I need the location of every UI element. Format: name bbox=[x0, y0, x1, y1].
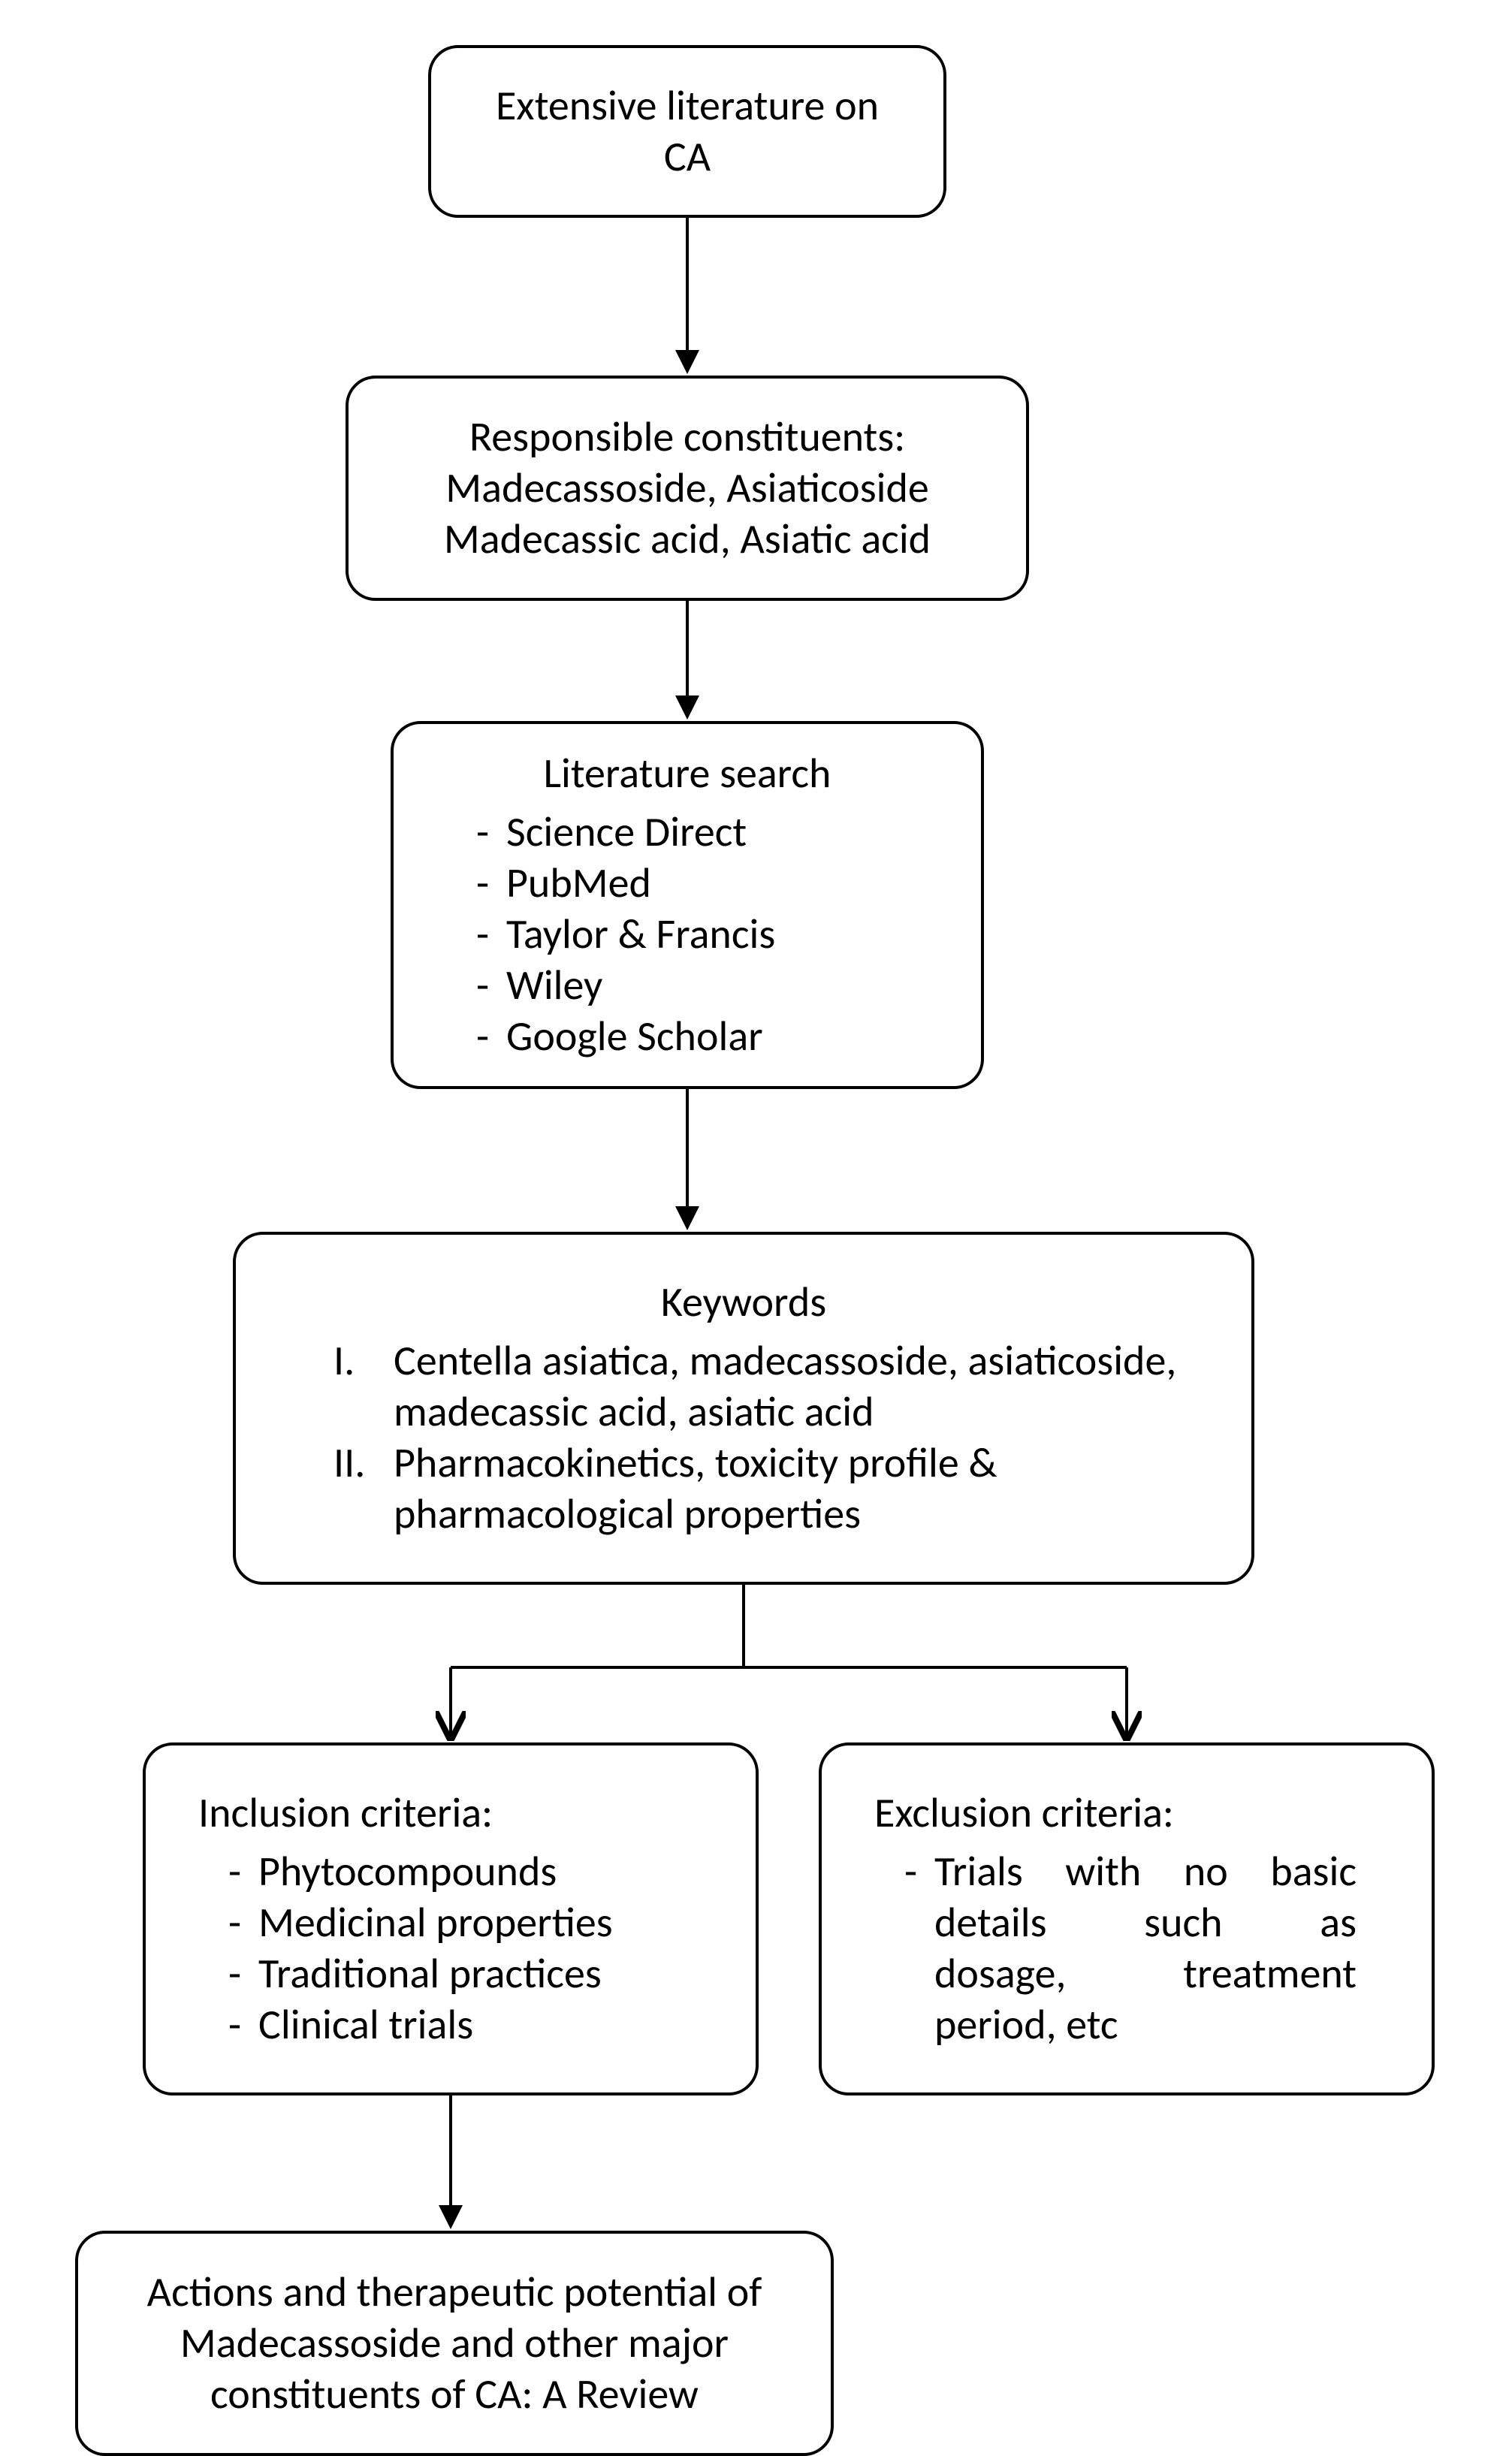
connector-svg bbox=[0, 0, 1512, 2421]
